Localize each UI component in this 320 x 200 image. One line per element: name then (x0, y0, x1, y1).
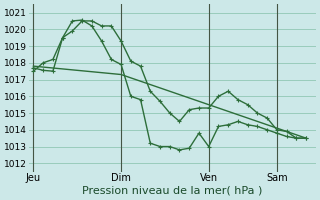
X-axis label: Pression niveau de la mer( hPa ): Pression niveau de la mer( hPa ) (82, 186, 262, 196)
